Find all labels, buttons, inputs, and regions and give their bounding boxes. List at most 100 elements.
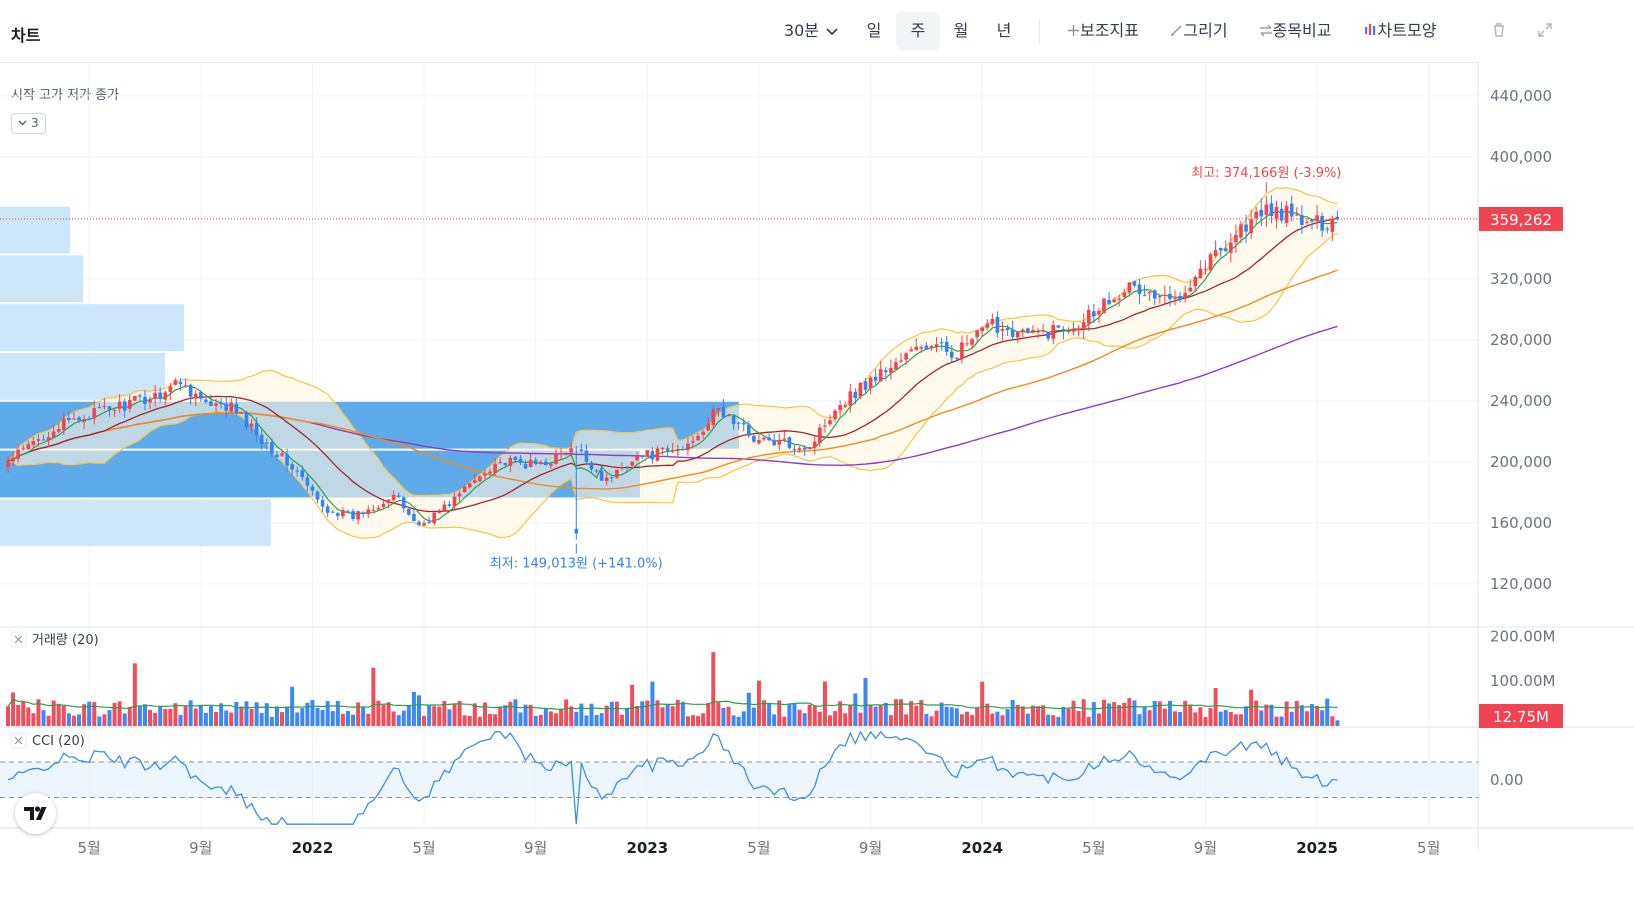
volume-bar [16,705,21,726]
volume-bar [1112,702,1117,726]
candle-body [229,402,234,412]
candle-body [670,449,675,452]
candle-body [1330,218,1335,232]
period-month-button[interactable]: 월 [953,21,969,40]
candle-body [16,449,20,459]
candle-body [1289,203,1294,217]
volume-bar [1183,700,1188,726]
volume-bar [767,703,772,726]
volume-bar [904,714,909,726]
bollinger-band-fill [8,187,1338,539]
volume-bar [797,709,802,726]
volume-bar [731,715,736,726]
volume-bar [1223,709,1228,726]
expand-icon[interactable] [1535,20,1557,42]
chart-canvas[interactable]: 최고: 374,166원 (-3.9%) 최저: 149,013원 (+141.0… [0,62,1634,912]
candle-body [939,342,944,344]
volume-bar [1010,699,1015,726]
volume-bar [1117,705,1122,726]
volume-bar [401,710,406,726]
candle-body [868,377,873,389]
candle-body [615,469,619,478]
volume-bar [782,716,787,726]
candle-body [158,392,163,399]
period-year-button[interactable]: 년 [996,21,1012,40]
candle-body [924,345,929,350]
volume-bar [51,700,56,726]
volume-bar [680,701,685,726]
candle-body [351,511,355,520]
period-week-button[interactable]: 주 [896,12,940,50]
volume-bar [351,714,356,726]
candle-body [315,491,320,500]
volume-bar [168,708,173,726]
volume-profile-bar [0,255,83,303]
candle-body [731,415,736,424]
candle-body [970,339,974,345]
candle-body [762,438,766,440]
candle-body [249,423,254,427]
period-day-button[interactable]: 일 [866,21,882,40]
candle-body [1005,328,1010,331]
interval-dropdown[interactable]: 30분 [781,12,841,50]
volume-bar [548,711,553,726]
volume-bar [239,706,244,726]
indicators-button[interactable]: 보조지표 [1062,12,1144,50]
candle-body [341,510,345,517]
candle-body [949,351,954,358]
candle-body [1294,214,1299,216]
volume-bar [472,703,477,726]
tradingview-logo-icon[interactable] [15,793,56,834]
candle-body [275,454,279,457]
volume-bar [376,700,381,726]
chart-style-button[interactable]: 차트모양 [1358,12,1442,50]
candle-body [1310,219,1314,222]
volume-bar [259,713,264,726]
candle-body [965,343,969,345]
volume-bar [1178,712,1183,726]
candle-body [929,346,934,349]
candle-body [1223,248,1228,251]
volume-bar [97,716,102,726]
draw-button[interactable]: 그리기 [1166,12,1232,50]
candle-body [148,399,152,403]
volume-bar [1015,704,1020,726]
volume-bar [685,716,690,726]
volume-bar [1244,706,1249,726]
candle-body [77,417,81,421]
volume-bar [843,713,848,726]
candle-body [1198,268,1203,279]
candle-body [549,463,553,466]
cci-pane-label: CCI (20) [32,734,85,749]
candle-body [183,385,188,387]
volume-bar [1091,702,1096,726]
candle-body [909,349,913,352]
volume-bar [863,678,868,726]
volume-bar [488,713,493,726]
volume-bar [1157,701,1162,726]
candle-body [528,459,533,467]
trash-icon[interactable] [1489,20,1511,42]
price-tick-label: 400,000 [1490,148,1552,166]
volume-bar [1330,716,1335,726]
volume-bar [1310,704,1315,726]
candle-body [655,448,660,461]
volume-bar [929,716,934,726]
volume-bar [300,708,305,726]
volume-tick-label: 200.00M [1490,627,1555,645]
candle-body [356,511,360,520]
volume-bar [589,703,594,726]
candle-body [143,396,147,405]
candle-body [41,439,46,441]
volume-bar [949,707,954,726]
volume-bar [1107,703,1112,726]
indicator-collapse-button[interactable]: 3 [11,113,46,134]
volume-bar [1051,715,1056,726]
compare-button[interactable]: 종목비교 [1254,12,1336,50]
candle-body [812,441,817,448]
volume-bar [919,700,924,726]
volume-bar [609,701,614,726]
candle-body [127,399,132,409]
volume-bar [726,706,731,726]
candle-body [894,362,898,370]
